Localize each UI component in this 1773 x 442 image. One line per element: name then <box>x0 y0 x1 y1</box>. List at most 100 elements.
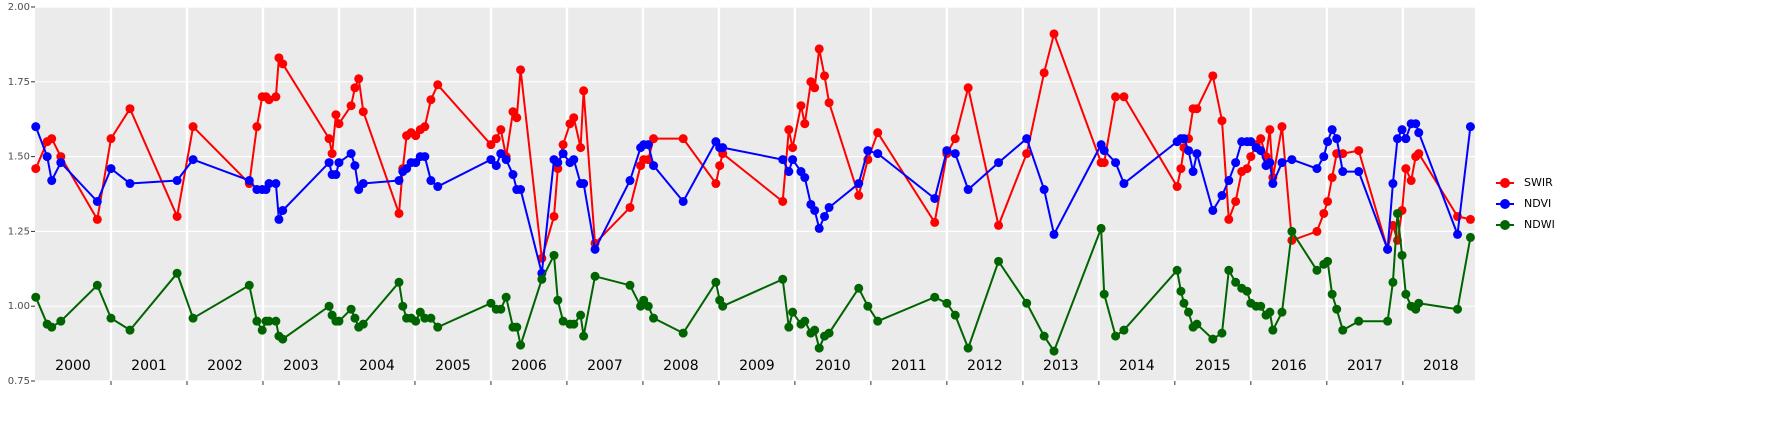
point <box>501 292 511 302</box>
point <box>942 146 952 156</box>
point <box>649 313 659 323</box>
point <box>516 340 526 350</box>
point <box>1414 149 1424 159</box>
year-label: 2007 <box>587 358 623 374</box>
legend-label: SWIR <box>1524 176 1553 189</box>
point <box>1231 158 1241 168</box>
point <box>1099 146 1109 156</box>
point <box>718 143 728 153</box>
point <box>1231 196 1241 206</box>
point <box>1338 325 1348 335</box>
point <box>1022 149 1032 159</box>
point <box>1401 134 1411 144</box>
point <box>411 316 421 326</box>
point <box>1319 208 1329 218</box>
point <box>334 316 344 326</box>
point <box>537 274 547 284</box>
point <box>649 161 659 171</box>
point <box>796 101 806 111</box>
point <box>1401 164 1411 174</box>
point <box>125 325 135 335</box>
point <box>1338 167 1348 177</box>
point <box>1277 158 1287 168</box>
point <box>394 277 404 287</box>
year-label: 2015 <box>1195 358 1231 374</box>
point <box>1388 179 1398 189</box>
point <box>1327 125 1337 135</box>
point <box>1111 158 1121 168</box>
year-label: 2006 <box>511 358 547 374</box>
point <box>1312 265 1322 275</box>
point <box>1246 152 1256 162</box>
point <box>271 92 281 102</box>
point <box>1039 185 1049 195</box>
point <box>820 71 830 81</box>
point <box>1188 167 1198 177</box>
point <box>92 280 102 290</box>
point <box>820 211 830 221</box>
point <box>508 170 518 180</box>
y-tick-label: 1.50 <box>8 152 30 163</box>
point <box>590 271 600 281</box>
point <box>331 170 341 180</box>
point <box>278 334 288 344</box>
point <box>569 113 579 123</box>
point <box>1465 214 1475 224</box>
point <box>1184 307 1194 317</box>
point <box>942 298 952 308</box>
point <box>496 149 506 159</box>
point <box>1312 226 1322 236</box>
y-tick-label: 2.00 <box>8 2 30 13</box>
point <box>358 107 368 117</box>
point <box>346 101 356 111</box>
point <box>1256 301 1266 311</box>
point <box>264 95 274 105</box>
point <box>350 161 360 171</box>
year-label: 2003 <box>283 358 319 374</box>
point <box>1268 325 1278 335</box>
point <box>394 208 404 218</box>
point <box>950 149 960 159</box>
point <box>1312 164 1322 174</box>
point <box>1192 149 1202 159</box>
point <box>553 295 563 305</box>
point <box>1022 134 1032 144</box>
point <box>810 83 820 93</box>
point <box>346 304 356 314</box>
point <box>814 44 824 54</box>
point <box>172 176 182 186</box>
point <box>1176 286 1186 296</box>
point <box>873 316 883 326</box>
point <box>491 161 501 171</box>
year-label: 2016 <box>1271 358 1307 374</box>
point <box>549 250 559 260</box>
point <box>810 205 820 215</box>
point <box>516 65 526 75</box>
point <box>350 313 360 323</box>
point <box>788 307 798 317</box>
point <box>576 310 586 320</box>
point <box>1397 125 1407 135</box>
point <box>1388 277 1398 287</box>
point <box>1172 265 1182 275</box>
year-label: 2001 <box>131 358 167 374</box>
point <box>824 202 834 212</box>
point <box>590 244 600 254</box>
point <box>394 176 404 186</box>
point <box>188 155 198 165</box>
legend-swatch <box>1500 220 1510 230</box>
point <box>1383 244 1393 254</box>
point <box>625 280 635 290</box>
point <box>1327 289 1337 299</box>
point <box>558 316 568 326</box>
point <box>1179 134 1189 144</box>
point <box>1256 146 1266 156</box>
point <box>1392 208 1402 218</box>
point <box>1327 173 1337 183</box>
point <box>398 301 408 311</box>
point <box>549 211 559 221</box>
point <box>1231 277 1241 287</box>
point <box>1256 134 1266 144</box>
point <box>252 316 262 326</box>
